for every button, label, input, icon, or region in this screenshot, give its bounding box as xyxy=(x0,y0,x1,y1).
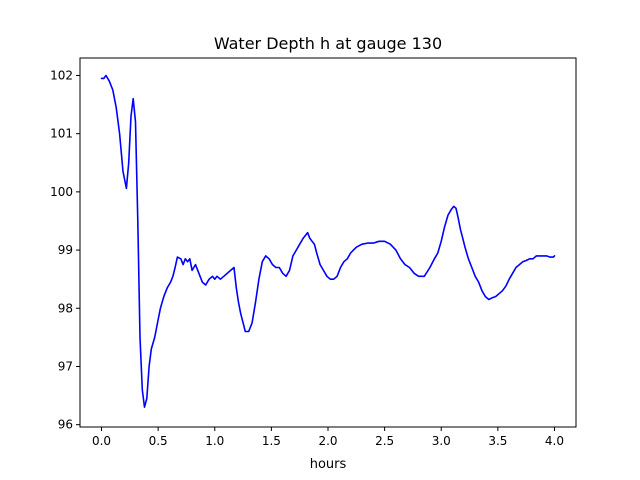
y-tick-label: 97 xyxy=(58,359,73,373)
x-tick-label: 2.5 xyxy=(375,434,394,448)
x-axis: 0.0 0.5 1.0 1.5 2.0 2.5 3.0 3.5 4.0 xyxy=(92,427,564,448)
chart-title: Water Depth h at gauge 130 xyxy=(214,34,442,53)
x-tick-label: 1.5 xyxy=(262,434,281,448)
x-tick-label: 2.0 xyxy=(318,434,337,448)
x-axis-label: hours xyxy=(310,457,347,472)
y-tick-label: 96 xyxy=(58,418,73,432)
x-tick-label: 1.0 xyxy=(205,434,224,448)
x-tick-label: 0.0 xyxy=(92,434,111,448)
x-tick-label: 0.5 xyxy=(149,434,168,448)
x-tick-label: 4.0 xyxy=(545,434,564,448)
y-axis: 96 97 98 99 100 101 102 xyxy=(50,68,80,432)
y-tick-label: 100 xyxy=(50,185,73,199)
x-tick-label: 3.0 xyxy=(432,434,451,448)
y-tick-label: 101 xyxy=(50,127,73,141)
y-tick-label: 99 xyxy=(58,243,73,257)
y-tick-label: 98 xyxy=(58,301,73,315)
x-tick-label: 3.5 xyxy=(488,434,507,448)
series-line-0 xyxy=(100,74,556,409)
y-tick-label: 102 xyxy=(50,68,73,82)
plot-area xyxy=(100,74,556,409)
